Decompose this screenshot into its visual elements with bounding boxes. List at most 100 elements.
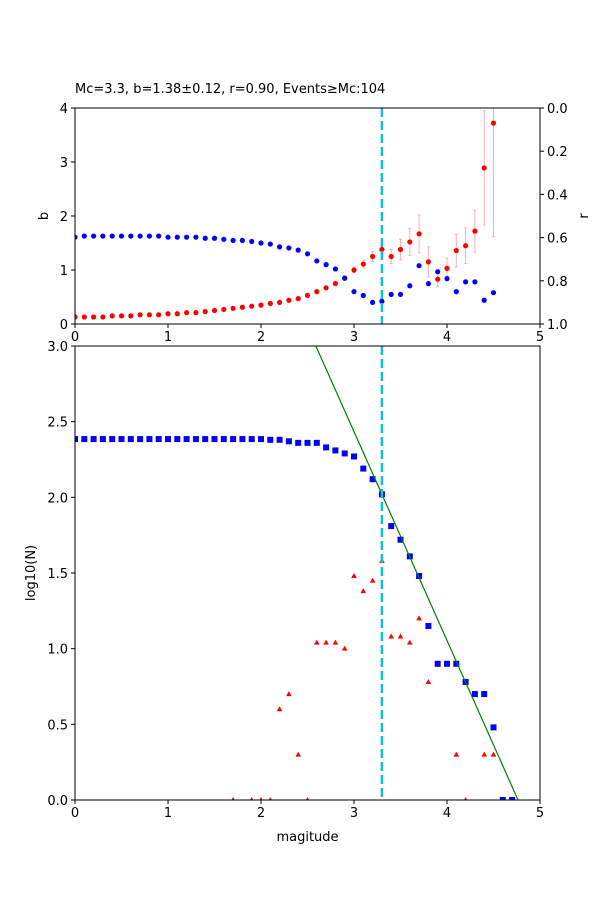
y-right-tick-label: 0.8 xyxy=(547,275,568,290)
y-right-axis-label: r xyxy=(577,213,592,219)
b-value-point xyxy=(211,307,218,314)
r-point xyxy=(397,291,404,298)
r-point xyxy=(416,263,422,269)
b-value-point xyxy=(435,276,441,282)
b-value-point xyxy=(351,267,357,273)
r-point xyxy=(184,234,190,240)
b-value-point xyxy=(295,296,301,302)
y-tick-label: 4 xyxy=(60,102,68,117)
y-tick-label: 0.0 xyxy=(47,794,68,809)
b-value-point xyxy=(453,247,459,254)
cumulative-point xyxy=(230,436,237,443)
r-point xyxy=(435,269,441,275)
cumulative-point xyxy=(313,439,320,446)
cumulative-point xyxy=(304,439,311,446)
noncumulative-point xyxy=(268,797,272,800)
noncumulative-point xyxy=(360,588,367,594)
cumulative-point xyxy=(137,436,144,443)
cumulative-point xyxy=(285,438,292,445)
r-point xyxy=(146,233,152,239)
cumulative-point xyxy=(192,436,199,443)
b-value-point xyxy=(397,246,404,253)
x-tick-label: 4 xyxy=(443,330,451,345)
b-value-point xyxy=(202,308,208,315)
r-point xyxy=(100,233,106,239)
noncumulative-point xyxy=(259,797,263,800)
cumulative-point xyxy=(90,436,97,443)
x-tick-label: 0 xyxy=(71,806,79,821)
b-value-point xyxy=(304,292,311,298)
r-point xyxy=(379,298,385,304)
y-right-tick-label: 0.6 xyxy=(547,232,568,247)
b-value-point xyxy=(230,305,236,311)
cumulative-point xyxy=(211,436,218,443)
cumulative-point xyxy=(146,436,153,443)
r-point xyxy=(463,279,469,285)
r-point xyxy=(91,233,97,239)
plot-area xyxy=(75,108,497,324)
cumulative-point xyxy=(276,436,283,443)
r-point xyxy=(211,235,218,241)
r-point xyxy=(202,235,208,241)
r-point xyxy=(221,236,227,242)
cumulative-point xyxy=(127,436,134,443)
cumulative-point xyxy=(332,447,339,454)
plot-area xyxy=(75,346,519,800)
cumulative-point xyxy=(202,436,209,443)
b-value-point xyxy=(416,231,422,237)
r-point xyxy=(481,297,487,303)
r-point xyxy=(258,240,264,246)
r-point xyxy=(351,289,357,295)
r-point xyxy=(156,233,162,239)
noncumulative-point xyxy=(231,797,235,800)
cumulative-point xyxy=(453,660,460,667)
b-value-point xyxy=(277,299,283,305)
b-value-point xyxy=(388,253,394,260)
r-point xyxy=(472,279,478,285)
x-tick-label: 1 xyxy=(164,806,172,821)
cumulative-point xyxy=(351,453,357,460)
x-tick-label: 3 xyxy=(350,806,358,821)
b-value-point xyxy=(360,261,366,267)
r-point xyxy=(444,276,450,282)
r-point xyxy=(360,292,366,299)
b-value-point xyxy=(249,303,255,309)
cumulative-point xyxy=(248,436,255,443)
y-tick-label: 1.5 xyxy=(47,567,68,582)
b-value-point xyxy=(258,302,264,308)
x-tick-label: 5 xyxy=(536,330,544,345)
cumulative-point xyxy=(434,660,441,667)
x-tick-label: 4 xyxy=(443,806,451,821)
x-tick-label: 2 xyxy=(257,330,265,345)
b-value-point xyxy=(286,297,292,303)
b-value-point xyxy=(425,259,431,265)
cumulative-point xyxy=(444,660,450,667)
noncumulative-point xyxy=(369,577,376,583)
r-point xyxy=(342,275,348,281)
y-tick-label: 2.0 xyxy=(47,491,68,506)
cumulative-point xyxy=(75,436,78,443)
cumulative-point xyxy=(416,573,423,580)
r-point xyxy=(407,283,413,289)
r-point xyxy=(239,237,245,244)
b-value-point xyxy=(156,312,162,318)
y-tick-label: 1 xyxy=(60,264,68,279)
r-point xyxy=(128,233,134,239)
r-point xyxy=(118,233,125,239)
y-tick-label: 3.0 xyxy=(47,340,68,355)
cumulative-point xyxy=(99,436,106,443)
r-point xyxy=(425,281,431,287)
axes-frame xyxy=(74,107,541,325)
y-right-tick-label: 0.0 xyxy=(547,102,568,117)
noncumulative-point xyxy=(453,751,460,757)
axes-frame xyxy=(74,345,541,801)
b-value-point xyxy=(379,246,385,253)
cumulative-point xyxy=(360,465,367,472)
r-point xyxy=(314,258,320,264)
b-value-point xyxy=(118,313,125,319)
y-right-tick-label: 1.0 xyxy=(547,318,568,333)
r-point xyxy=(490,290,497,296)
fit-line xyxy=(315,346,519,800)
x-tick-label: 5 xyxy=(536,806,544,821)
